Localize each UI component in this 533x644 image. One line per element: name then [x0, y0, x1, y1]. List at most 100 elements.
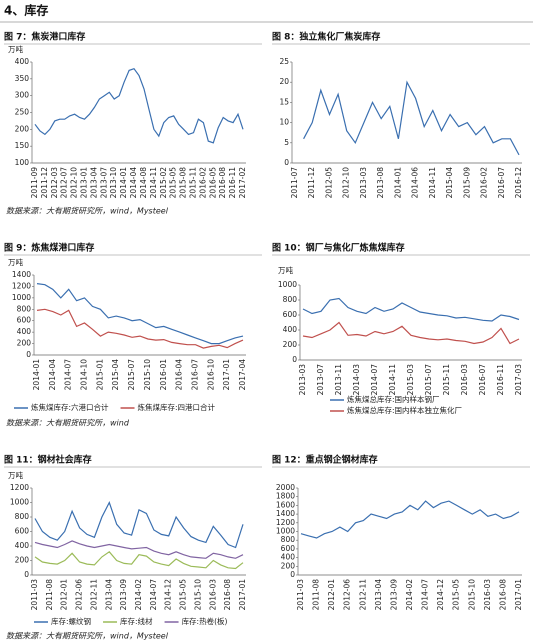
x-tick-label: 2014-11	[149, 167, 158, 199]
y-tick-label: 400	[17, 327, 32, 336]
y-tick-label: 800	[281, 535, 296, 544]
x-tick-label: 2014-07	[64, 359, 73, 391]
x-tick-label: 2016-03	[483, 579, 492, 611]
x-tick-label: 2015-04	[111, 359, 120, 391]
x-tick-label: 2017-03	[514, 364, 523, 396]
x-tick-label: 2012-05	[324, 167, 333, 199]
x-tick-label: 2016-11	[496, 364, 505, 396]
y-tick-label: 350	[15, 74, 30, 83]
x-tick-label: 2011-08	[312, 579, 321, 611]
x-tick-label: 2014-01	[393, 167, 402, 199]
y-tick-label: 400	[281, 553, 296, 562]
source-note: 数据来源：大有期货研究所，wind，Mysteel	[6, 632, 169, 641]
x-tick-label: 2013-01	[80, 167, 89, 199]
x-tick-label: 2013-10	[109, 167, 118, 199]
y-tick-label: 15	[279, 97, 289, 106]
source-note: 数据来源：大有期货研究所，wind，Mysteel	[6, 207, 169, 216]
y-tick-label: 1400	[276, 509, 295, 518]
y-tick-label: 600	[283, 310, 298, 319]
x-tick-label: 2013-09	[389, 579, 398, 611]
x-tick-label: 2016-05	[208, 167, 217, 199]
x-tick-label: 2012-01	[60, 579, 69, 611]
y-tick-label: 10	[279, 118, 289, 127]
x-tick-label: 2016-08	[498, 579, 507, 611]
x-tick-label: 2015-10	[193, 579, 202, 611]
x-tick-label: 2012-11	[358, 579, 367, 611]
x-tick-label: 2016-10	[206, 359, 215, 391]
y-tick-label: 200	[15, 556, 30, 565]
y-tick-label: 800	[17, 304, 32, 313]
x-tick-label: 2015-04	[445, 167, 454, 199]
chart-title: 图 8：独立焦化厂焦炭库存	[272, 31, 380, 43]
y-tick-label: 1200	[12, 281, 31, 290]
x-tick-label: 2013-03	[359, 167, 368, 199]
x-tick-label: 2012-07	[60, 167, 69, 199]
x-tick-label: 2013-07	[99, 167, 108, 199]
legend-label: 炼焦煤总库存:国内样本钢厂	[347, 394, 440, 404]
y-tick-label: 5	[284, 138, 289, 147]
x-tick-label: 2013-09	[119, 579, 128, 611]
legend-label: 炼焦煤总库存:国内样本独立焦化厂	[347, 405, 463, 415]
series-line	[34, 550, 244, 570]
y-tick-label: 200	[15, 124, 30, 133]
x-tick-label: 2014-01	[32, 359, 41, 391]
x-tick-label: 2016-03	[460, 364, 469, 396]
chart-title: 图 12：重点钢企钢材库存	[272, 454, 378, 466]
y-tick-label: 0	[24, 570, 29, 579]
y-tick-label: 0	[292, 355, 297, 364]
y-tick-label: 800	[15, 512, 30, 521]
x-tick-label: 2016-11	[228, 167, 237, 199]
x-tick-label: 2012-11	[89, 579, 98, 611]
x-tick-label: 2015-07	[424, 364, 433, 396]
y-tick-label: 1600	[276, 500, 295, 509]
y-tick-label: 1000	[12, 293, 31, 302]
x-tick-label: 2014-07	[149, 579, 158, 611]
chart-title: 图 11：钢材社会库存	[4, 454, 92, 466]
series-line	[302, 321, 520, 345]
x-tick-label: 2014-06	[411, 167, 420, 199]
y-tick-label: 2000	[276, 483, 295, 492]
x-tick-label: 2014-07	[421, 579, 430, 611]
x-tick-label: 2015-09	[462, 167, 471, 199]
x-tick-label: 2017-02	[238, 167, 247, 199]
y-tick-label: 20	[279, 77, 289, 86]
x-tick-label: 2014-11	[388, 364, 397, 396]
y-unit: 万吨	[8, 257, 23, 267]
y-tick-label: 400	[15, 541, 30, 550]
x-tick-label: 2015-08	[179, 167, 188, 199]
y-tick-label: 400	[283, 325, 298, 334]
x-tick-label: 2011-12	[307, 167, 316, 199]
y-tick-label: 600	[281, 544, 296, 553]
y-tick-label: 0	[290, 570, 295, 579]
y-tick-label: 100	[15, 158, 30, 167]
y-tick-label: 200	[283, 340, 298, 349]
x-tick-label: 2015-03	[406, 364, 415, 396]
y-unit: 万吨	[278, 265, 293, 275]
legend-label: 库存:热卷(板)	[182, 616, 228, 626]
x-tick-label: 2014-11	[428, 167, 437, 199]
x-tick-label: 2017-01	[222, 359, 231, 391]
x-tick-label: 2016-02	[480, 167, 489, 199]
x-tick-label: 2016-07	[190, 359, 199, 391]
x-tick-label: 2014-04	[48, 359, 57, 391]
x-tick-label: 2017-04	[238, 359, 247, 391]
series-line	[34, 540, 244, 559]
x-tick-label: 2016-08	[223, 579, 232, 611]
x-tick-label: 2014-03	[352, 364, 361, 396]
x-tick-label: 2013-11	[334, 364, 343, 396]
x-tick-label: 2013-04	[104, 579, 113, 611]
legend-label: 库存:螺纹钢	[51, 616, 91, 626]
legend-label: 库存:线材	[120, 616, 153, 626]
x-tick-label: 2014-12	[164, 579, 173, 611]
chart-title: 图 9：炼焦煤港口库存	[4, 242, 94, 254]
y-tick-label: 1000	[278, 280, 297, 289]
y-tick-label: 0	[284, 158, 289, 167]
series-line	[303, 80, 520, 156]
x-tick-label: 2014-12	[436, 579, 445, 611]
x-tick-label: 2016-03	[208, 579, 217, 611]
x-tick-label: 2015-05	[169, 167, 178, 199]
x-tick-label: 2015-11	[188, 167, 197, 199]
x-tick-label: 2014-08	[139, 167, 148, 199]
